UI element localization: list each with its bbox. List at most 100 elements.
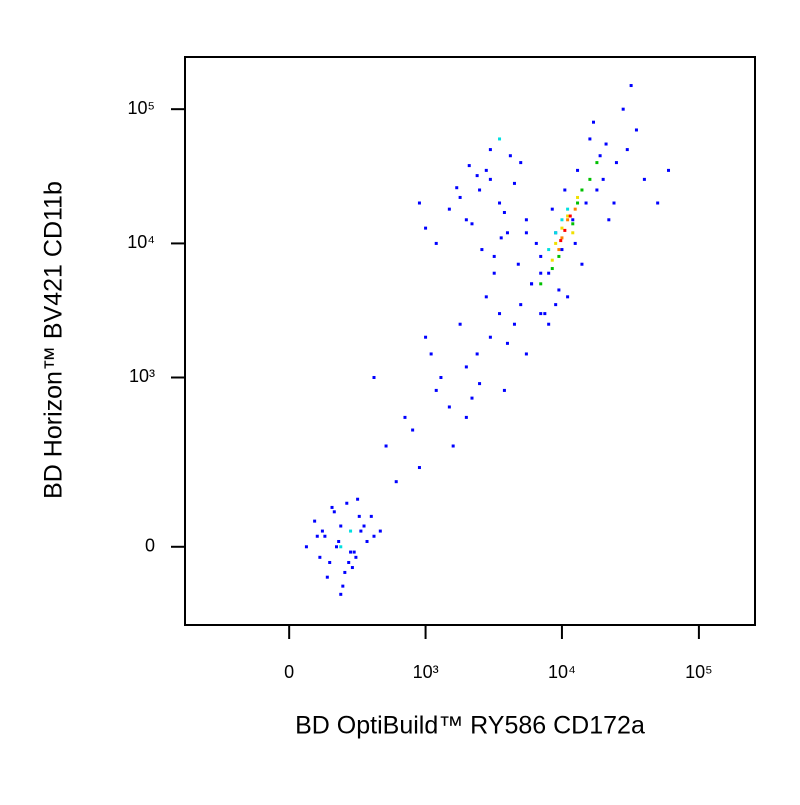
point [447,405,451,409]
point [354,555,358,559]
y-tick-label: 10⁴ [127,232,155,252]
point [488,177,492,181]
y-tick-label: 10³ [129,366,155,386]
point [607,218,611,222]
point [530,282,534,286]
point [372,534,376,538]
point [356,497,360,501]
point [580,188,584,192]
point [547,322,551,326]
point [621,107,625,111]
point [320,529,324,533]
point [516,262,520,266]
point [573,207,577,211]
point [566,295,570,299]
point [328,560,332,564]
point [614,161,618,165]
point [484,168,488,172]
point [318,555,322,559]
point [378,529,382,533]
point [512,322,516,326]
point [359,529,363,533]
y-tick-label: 10⁵ [128,98,155,118]
point [470,396,474,400]
point [337,539,341,543]
point [595,188,599,192]
point [403,415,407,419]
point [554,303,558,307]
point [372,375,376,379]
point [475,352,479,356]
point [629,84,633,88]
point [588,177,592,181]
point [492,254,496,258]
x-tick-label: 10⁵ [685,662,712,682]
point [330,505,334,509]
point [560,248,564,252]
x-tick-label: 10³ [413,662,439,682]
point [369,514,373,518]
point [325,575,329,579]
point [458,322,462,326]
point [455,186,459,190]
point [534,241,538,245]
point [543,312,547,316]
point [332,510,336,514]
point [313,519,317,523]
point [352,550,356,554]
point [595,161,599,165]
point [557,248,561,252]
point [315,534,319,538]
point [339,592,343,596]
point [499,236,503,240]
point [571,218,575,222]
point [560,226,564,230]
point [580,262,584,266]
point [480,248,484,252]
point [458,195,462,199]
point [560,218,564,222]
point [434,241,438,245]
point [498,201,502,205]
point [524,231,528,235]
point [667,168,671,172]
point [550,258,554,262]
point [576,195,580,199]
point [350,566,354,570]
point [539,312,543,316]
point [571,222,575,226]
point [604,142,608,146]
point [347,560,351,564]
point [304,545,308,549]
point [345,501,349,505]
point [568,214,572,218]
point [573,241,577,245]
point [584,201,588,205]
point [554,241,558,245]
point [576,201,580,205]
point [343,570,347,574]
point [505,341,509,345]
point [519,161,523,165]
point [554,231,558,235]
point [502,210,506,214]
point [601,177,605,181]
point [365,539,369,543]
point [349,550,353,554]
point [492,271,496,275]
point [547,271,551,275]
plot-frame [184,56,756,626]
point [612,201,616,205]
point [524,218,528,222]
point [557,254,561,258]
point [524,352,528,356]
point [642,177,646,181]
point [519,303,523,307]
point [384,444,388,448]
point [417,201,421,205]
point [464,218,468,222]
point [571,231,575,235]
point [502,388,506,392]
point [447,207,451,211]
